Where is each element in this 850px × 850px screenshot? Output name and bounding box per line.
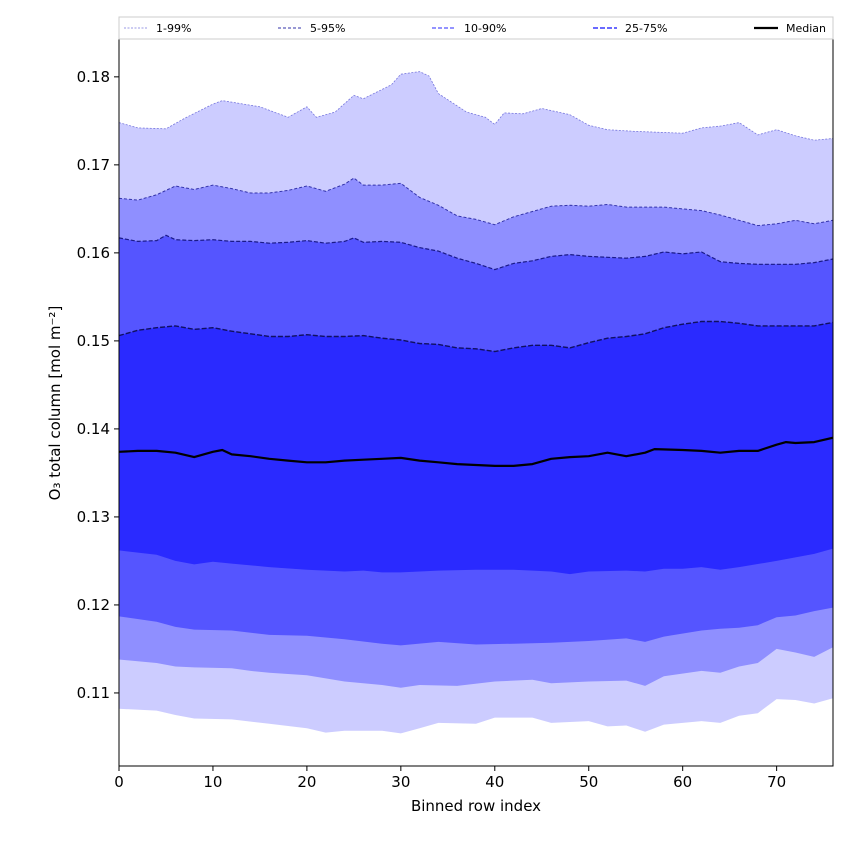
y-tick-label: 0.12	[77, 596, 110, 614]
y-tick-label: 0.17	[77, 156, 110, 174]
y-axis-label: O₃ total column [mol m⁻²]	[46, 306, 64, 501]
legend-label: 10-90%	[464, 22, 506, 35]
x-tick-label: 20	[297, 773, 316, 791]
x-tick-label: 70	[767, 773, 786, 791]
legend-label: 25-75%	[625, 22, 667, 35]
legend: 1-99% 5-95% 10-90% 25-75% Median	[118, 16, 834, 40]
edge-line-95	[119, 177, 833, 227]
legend-label: Median	[786, 22, 826, 35]
legend-label: 1-99%	[156, 22, 191, 35]
percentile-edges	[119, 71, 833, 353]
x-tick-label: 10	[203, 773, 222, 791]
edge-line-99	[119, 71, 833, 141]
x-tick-label: 30	[391, 773, 410, 791]
legend-frame	[118, 16, 834, 40]
median-layer	[119, 436, 833, 467]
x-tick-label: 0	[114, 773, 124, 791]
x-axis: 0 10 20 30 40 50 60 70	[114, 766, 786, 791]
median-line	[119, 436, 833, 467]
y-tick-label: 0.13	[77, 508, 110, 526]
y-tick-label: 0.11	[77, 684, 110, 702]
band-25-75	[119, 321, 833, 575]
x-axis-label: Binned row index	[411, 797, 541, 815]
y-tick-label: 0.15	[77, 332, 110, 350]
edge-line-90	[119, 234, 833, 271]
y-tick-label: 0.14	[77, 420, 110, 438]
x-tick-label: 40	[485, 773, 504, 791]
y-tick-label: 0.18	[77, 68, 110, 86]
edge-line-75	[119, 320, 833, 353]
y-axis: 0.11 0.12 0.13 0.14 0.15 0.16 0.17 0.18	[77, 68, 119, 702]
legend-label: 5-95%	[310, 22, 345, 35]
x-tick-label: 50	[579, 773, 598, 791]
y-tick-label: 0.16	[77, 244, 110, 262]
x-tick-label: 60	[673, 773, 692, 791]
percentile-bands	[119, 71, 833, 734]
